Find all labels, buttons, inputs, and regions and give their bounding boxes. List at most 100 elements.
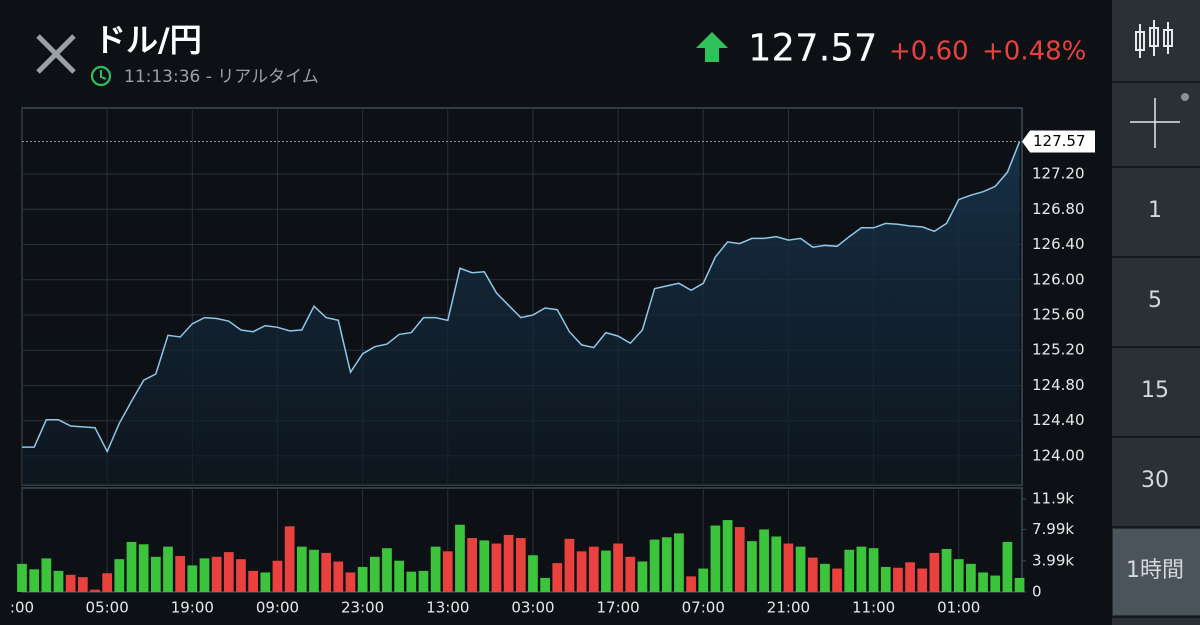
volume-bar	[418, 570, 429, 592]
volume-bar	[564, 538, 575, 592]
volume-bar	[1002, 541, 1013, 592]
volume-bar	[832, 568, 842, 592]
timestamp: 11:13:36 - リアルタイム	[124, 67, 319, 87]
interval-label: 15	[1141, 378, 1169, 403]
volume-bar	[747, 541, 757, 592]
volume-bar	[893, 567, 903, 592]
y-tick-label: 0	[1032, 583, 1042, 601]
x-tick-label: 19:00	[171, 599, 214, 617]
interval-button[interactable]: 1時間	[1112, 529, 1200, 618]
interval-button[interactable]: 30	[1112, 468, 1200, 528]
volume-bar	[491, 543, 502, 592]
volume-bar	[102, 573, 113, 592]
volume-bar	[369, 556, 380, 592]
volume-bar	[345, 572, 356, 592]
candle-button[interactable]	[1135, 20, 1173, 58]
interval-button[interactable]: 5	[1112, 288, 1200, 348]
volume-bar	[467, 538, 477, 592]
volume-bar	[53, 570, 64, 592]
volume-bar	[917, 568, 928, 592]
x-tick-label: 23:00	[341, 599, 384, 617]
volume-bar	[625, 556, 636, 592]
y-tick-label: 125.20	[1032, 341, 1085, 359]
volume-bar	[674, 533, 684, 592]
crosshair-button[interactable]	[1130, 93, 1189, 148]
x-tick-label: 03:00	[511, 599, 554, 617]
x-tick-label: 17:00	[596, 599, 639, 617]
volume-bar	[880, 566, 891, 592]
x-tick-label: 05:00	[86, 599, 129, 617]
volume-bar	[296, 546, 307, 592]
volume-bar	[856, 546, 867, 592]
volume-bar	[187, 565, 198, 592]
volume-bar	[601, 550, 611, 592]
volume-bar	[41, 558, 52, 592]
volume-bar	[394, 560, 404, 592]
x-tick-label: 11:00	[852, 599, 895, 617]
y-tick-label: 124.00	[1032, 446, 1085, 464]
volume-bar	[783, 543, 794, 592]
volume-bar	[126, 541, 137, 592]
last-price: 127.57	[748, 27, 877, 70]
y-tick-label: 126.40	[1032, 235, 1085, 253]
volume-bar	[90, 589, 100, 592]
volume-bar	[844, 549, 855, 592]
volume-bar	[479, 540, 490, 592]
interval-button[interactable]: 1	[1112, 198, 1200, 258]
volume-bar	[771, 536, 782, 592]
price-change-pct: +0.48%	[982, 37, 1086, 67]
volume-bar	[272, 560, 283, 592]
volume-bar	[248, 570, 259, 592]
volume-bar	[321, 552, 332, 592]
volume-bar	[905, 562, 915, 592]
x-tick-label: 09:00	[256, 599, 299, 617]
clock-icon	[90, 65, 112, 87]
x-tick-label: 01:00	[937, 599, 980, 617]
interval-label: 30	[1141, 468, 1169, 493]
y-tick-label: 11.9k	[1032, 489, 1074, 507]
volume-bar	[442, 551, 453, 592]
volume-bar	[406, 571, 417, 592]
volume-bar	[722, 520, 733, 592]
volume-bar	[357, 566, 368, 592]
volume-bar	[150, 556, 161, 592]
volume-bar	[1014, 577, 1025, 592]
volume-bar	[211, 556, 222, 592]
volume-bar	[649, 539, 660, 592]
volume-bar	[978, 572, 988, 592]
up-arrow	[696, 32, 728, 62]
volume-bar	[17, 563, 27, 592]
volume-bar	[795, 546, 806, 592]
volume-bar	[613, 543, 623, 592]
volume-bar	[759, 529, 769, 592]
y-tick-label: 125.60	[1032, 305, 1085, 323]
volume-bar	[223, 552, 234, 592]
interval-button[interactable]: 15	[1112, 378, 1200, 438]
volume-bar	[528, 555, 538, 592]
x-tick-label: 21:00	[767, 599, 810, 617]
volume-bar	[284, 526, 295, 592]
volume-bar	[807, 557, 818, 592]
current-price-tag	[1022, 130, 1095, 153]
y-tick-label: 124.40	[1032, 411, 1085, 429]
volume-bar	[138, 544, 149, 592]
current-price-label: 127.57	[1033, 132, 1086, 150]
volume-bar	[552, 563, 563, 592]
close-button[interactable]	[36, 34, 76, 74]
price-change: +0.60	[889, 37, 969, 67]
volume-bar	[114, 559, 125, 592]
y-tick-label: 126.00	[1032, 270, 1085, 288]
volume-bar	[929, 552, 940, 592]
volume-bar	[77, 577, 88, 592]
volume-bar	[941, 548, 952, 592]
x-tick-label: 13:00	[426, 599, 469, 617]
interval-label: 1	[1148, 198, 1162, 223]
volume-bar	[333, 561, 344, 592]
volume-bar	[430, 546, 441, 592]
volume-bar	[540, 577, 550, 592]
volume-bar	[820, 563, 830, 592]
pair-title: ドル/円	[94, 21, 202, 59]
volume-bar	[710, 525, 721, 592]
